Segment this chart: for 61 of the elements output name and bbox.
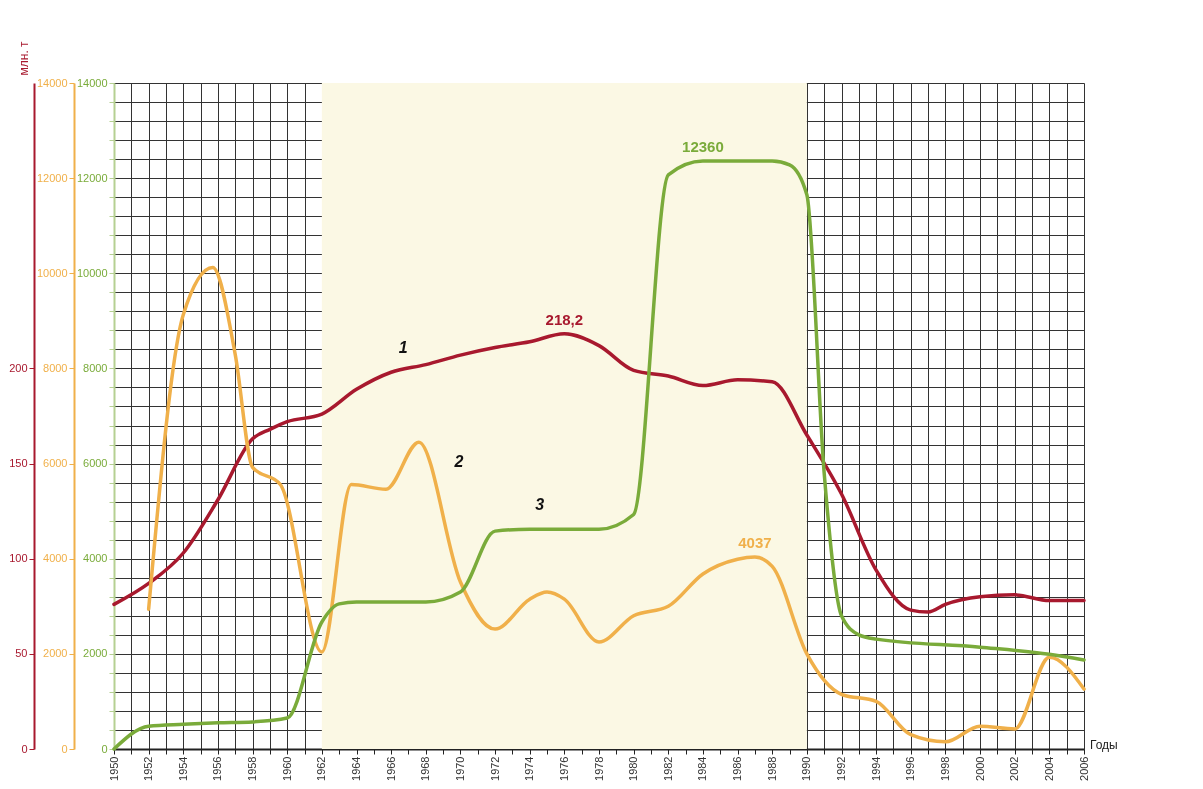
- data-label: 12360: [682, 138, 724, 156]
- x-tick-label: 1998: [938, 756, 951, 781]
- y3-tick-label: 2000: [43, 647, 68, 660]
- y2-tick-label: 2000: [83, 647, 108, 660]
- x-tick-label: 1960: [280, 756, 293, 781]
- y2-tick-label: 6000: [83, 457, 108, 470]
- y2-tick-label: 14000: [76, 76, 108, 89]
- x-tick-label: 2002: [1008, 756, 1021, 781]
- data-label: 4037: [738, 533, 772, 551]
- x-tick-label: 1980: [627, 756, 640, 781]
- series-label: 2: [453, 453, 464, 471]
- x-tick-label: 1986: [731, 756, 744, 781]
- y-tick-label: 0: [21, 742, 28, 755]
- x-axis-title: Годы: [1090, 738, 1118, 752]
- x-tick-label: 1974: [523, 756, 536, 781]
- x-tick-label: 1958: [246, 756, 259, 781]
- y-tick-label: 200: [9, 361, 28, 374]
- data-label: 218,2: [545, 310, 584, 328]
- x-tick-label: 1968: [419, 756, 432, 781]
- y2-tick-label: 8000: [83, 361, 108, 374]
- x-tick-label: 1978: [592, 756, 605, 781]
- x-tick-label: 1962: [315, 756, 328, 781]
- x-tick-label: 1982: [661, 756, 674, 781]
- x-tick-label: 1994: [869, 756, 882, 781]
- y-tick-label: 100: [9, 552, 28, 565]
- y3-tick-label: 8000: [43, 361, 68, 374]
- line-series: [112, 332, 1086, 614]
- y3-tick-label: 6000: [43, 457, 68, 470]
- y3-tick-label: 10000: [36, 266, 68, 279]
- y3-tick-label: 12000: [36, 171, 68, 184]
- y3-tick-label: 0: [61, 742, 68, 755]
- x-tick-label: 1956: [211, 756, 224, 781]
- x-tick-label: 1984: [696, 756, 709, 781]
- y-axis-title: млн. т: [16, 40, 31, 76]
- x-tick-label: 1970: [453, 756, 466, 781]
- x-tick-label: 1952: [142, 756, 155, 781]
- y3-tick-label: 14000: [36, 76, 68, 89]
- x-tick-label: 1988: [765, 756, 778, 781]
- x-tick-label: 2000: [973, 756, 986, 781]
- x-tick-label: 1976: [557, 756, 570, 781]
- y-tick-label: 50: [15, 647, 28, 660]
- y2-tick-label: 12000: [76, 171, 108, 184]
- x-tick-label: 1954: [176, 756, 189, 781]
- y2-tick-label: 4000: [83, 552, 108, 565]
- series-label: 3: [535, 496, 545, 514]
- x-tick-label: 1950: [107, 756, 120, 781]
- line-series: [146, 265, 1086, 744]
- x-tick-label: 2004: [1042, 756, 1055, 781]
- series-label: 1: [398, 339, 408, 357]
- x-tick-label: 1992: [835, 756, 847, 781]
- x-tick-label: 1964: [350, 756, 362, 781]
- y3-tick-label: 4000: [43, 552, 68, 565]
- y2-tick-label: 10000: [76, 266, 108, 279]
- x-tick-label: 1990: [800, 756, 813, 781]
- x-tick-label: 2006: [1077, 756, 1090, 781]
- y2-tick-label: 0: [101, 742, 108, 755]
- line-series: [112, 159, 1086, 751]
- x-tick-label: 1972: [488, 756, 501, 781]
- y-tick-label: 150: [9, 457, 28, 470]
- x-tick-label: 1996: [904, 756, 917, 781]
- x-tick-label: 1966: [384, 756, 397, 781]
